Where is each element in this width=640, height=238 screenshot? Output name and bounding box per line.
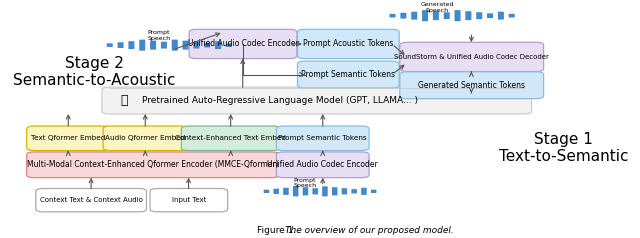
FancyBboxPatch shape bbox=[298, 29, 399, 59]
FancyBboxPatch shape bbox=[312, 188, 318, 194]
FancyBboxPatch shape bbox=[118, 42, 124, 48]
Text: 🔥: 🔥 bbox=[120, 94, 128, 107]
Text: The overview of our proposed model.: The overview of our proposed model. bbox=[285, 226, 454, 235]
FancyBboxPatch shape bbox=[102, 87, 532, 114]
FancyBboxPatch shape bbox=[276, 152, 369, 178]
Text: Generated Semantic Tokens: Generated Semantic Tokens bbox=[418, 81, 525, 90]
FancyBboxPatch shape bbox=[226, 43, 232, 47]
Text: Audio Qformer Embed: Audio Qformer Embed bbox=[105, 135, 185, 141]
FancyBboxPatch shape bbox=[150, 41, 156, 50]
FancyBboxPatch shape bbox=[390, 14, 396, 17]
FancyBboxPatch shape bbox=[371, 190, 376, 193]
FancyBboxPatch shape bbox=[342, 188, 347, 194]
FancyBboxPatch shape bbox=[422, 10, 428, 21]
FancyBboxPatch shape bbox=[189, 29, 297, 59]
Text: Prompt
Speech: Prompt Speech bbox=[293, 178, 316, 188]
Text: Input Text: Input Text bbox=[172, 197, 206, 203]
FancyBboxPatch shape bbox=[454, 10, 461, 21]
Text: Prompt Acoustic Tokens: Prompt Acoustic Tokens bbox=[303, 40, 394, 49]
FancyBboxPatch shape bbox=[303, 187, 308, 195]
FancyBboxPatch shape bbox=[293, 186, 298, 196]
FancyBboxPatch shape bbox=[181, 126, 280, 150]
FancyBboxPatch shape bbox=[273, 189, 279, 194]
FancyBboxPatch shape bbox=[107, 43, 113, 47]
Text: Stage 1
Text-to-Semantic: Stage 1 Text-to-Semantic bbox=[499, 132, 628, 164]
FancyBboxPatch shape bbox=[103, 126, 187, 150]
FancyBboxPatch shape bbox=[444, 12, 450, 19]
FancyBboxPatch shape bbox=[476, 12, 482, 19]
Text: Generated
Speech: Generated Speech bbox=[420, 2, 454, 13]
FancyBboxPatch shape bbox=[400, 72, 543, 99]
FancyBboxPatch shape bbox=[412, 12, 417, 20]
FancyBboxPatch shape bbox=[264, 190, 269, 193]
FancyBboxPatch shape bbox=[351, 189, 357, 193]
FancyBboxPatch shape bbox=[433, 11, 439, 20]
FancyBboxPatch shape bbox=[129, 41, 134, 49]
FancyBboxPatch shape bbox=[204, 43, 210, 48]
FancyBboxPatch shape bbox=[400, 42, 543, 72]
Text: Stage 2
Semantic-to-Acoustic: Stage 2 Semantic-to-Acoustic bbox=[13, 56, 175, 89]
FancyBboxPatch shape bbox=[215, 41, 221, 49]
Text: Text Qformer Embed: Text Qformer Embed bbox=[31, 135, 106, 141]
FancyBboxPatch shape bbox=[27, 126, 110, 150]
Text: Prompt Semantic Tokens: Prompt Semantic Tokens bbox=[301, 70, 396, 79]
Text: Unified Audio Codec Encoder: Unified Audio Codec Encoder bbox=[188, 40, 298, 49]
FancyBboxPatch shape bbox=[401, 13, 406, 19]
FancyBboxPatch shape bbox=[140, 40, 145, 51]
Text: Unified Audio Codec Encoder: Unified Audio Codec Encoder bbox=[268, 160, 378, 169]
FancyBboxPatch shape bbox=[193, 42, 200, 49]
Text: Multi-Modal Context-Enhanced Qformer Encoder (MMCE-Qformer): Multi-Modal Context-Enhanced Qformer Enc… bbox=[27, 160, 278, 169]
FancyBboxPatch shape bbox=[36, 188, 147, 212]
FancyBboxPatch shape bbox=[27, 152, 279, 178]
FancyBboxPatch shape bbox=[498, 12, 504, 20]
FancyBboxPatch shape bbox=[172, 40, 178, 51]
FancyBboxPatch shape bbox=[283, 188, 289, 195]
FancyBboxPatch shape bbox=[509, 14, 515, 17]
FancyBboxPatch shape bbox=[322, 186, 328, 196]
Text: SoundStorm & Unified Audio Codec Decoder: SoundStorm & Unified Audio Codec Decoder bbox=[394, 54, 549, 60]
FancyBboxPatch shape bbox=[182, 41, 189, 50]
FancyBboxPatch shape bbox=[332, 187, 337, 195]
Text: Figure 1:: Figure 1: bbox=[257, 226, 299, 235]
FancyBboxPatch shape bbox=[161, 42, 167, 49]
Text: Context Text & Context Audio: Context Text & Context Audio bbox=[40, 197, 143, 203]
Text: Prompt
Speech: Prompt Speech bbox=[148, 30, 171, 41]
FancyBboxPatch shape bbox=[276, 126, 369, 150]
FancyBboxPatch shape bbox=[487, 13, 493, 18]
FancyBboxPatch shape bbox=[465, 11, 472, 20]
Text: Pretrained Auto-Regressive Language Model (GPT, LLAMA... ): Pretrained Auto-Regressive Language Mode… bbox=[142, 96, 419, 105]
Text: Prompt Semantic Tokens: Prompt Semantic Tokens bbox=[278, 135, 367, 141]
FancyBboxPatch shape bbox=[150, 188, 228, 212]
FancyBboxPatch shape bbox=[298, 61, 399, 88]
FancyBboxPatch shape bbox=[361, 188, 367, 195]
Text: Context-Enhanced Text Embed: Context-Enhanced Text Embed bbox=[175, 135, 286, 141]
